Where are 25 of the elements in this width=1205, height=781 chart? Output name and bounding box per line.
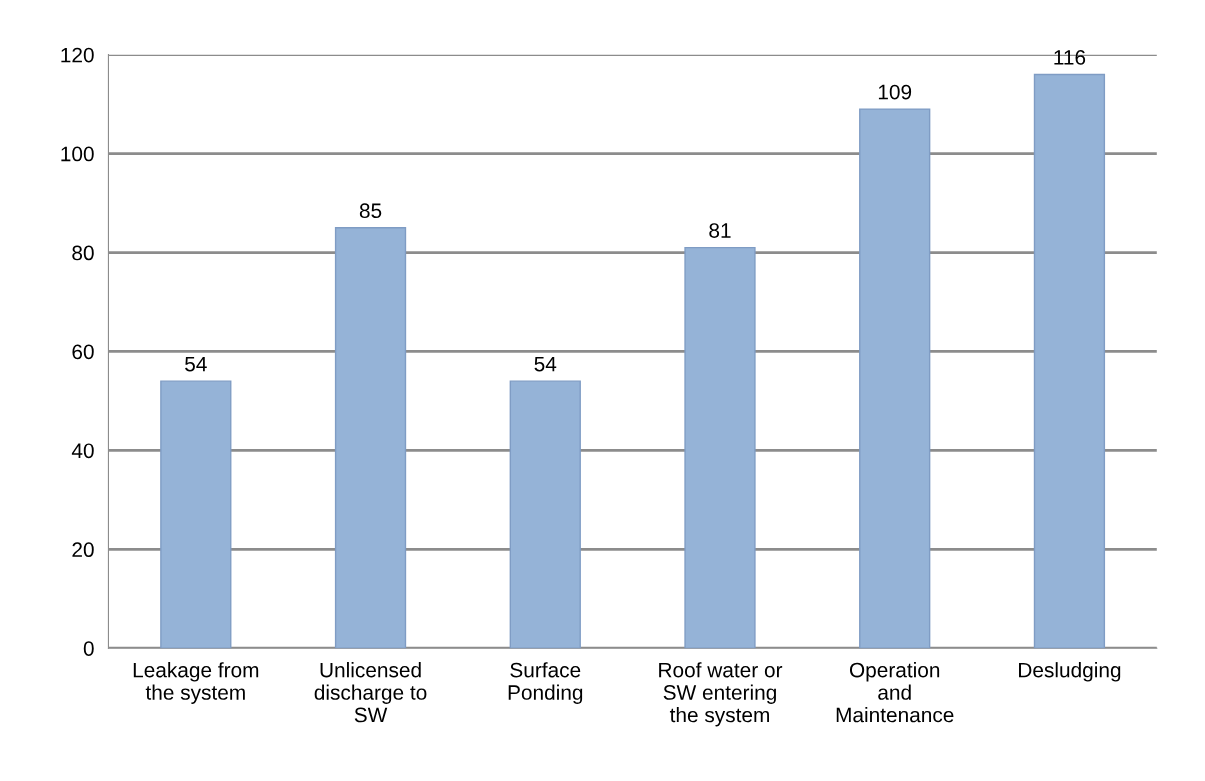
bar <box>160 380 232 649</box>
x-tick-label: Leakage from the system <box>133 662 259 704</box>
x-tick-label: Roof water or SW entering the system <box>659 662 783 727</box>
y-tick-label: 120 <box>61 47 94 63</box>
x-tick-label: Desludging <box>1019 662 1121 682</box>
y-tick-label: 0 <box>83 641 94 656</box>
bar <box>509 380 581 649</box>
data-label: 116 <box>1054 50 1086 65</box>
data-label: 85 <box>359 203 382 219</box>
data-label: 54 <box>185 356 207 372</box>
x-tick-label: Operation and Maintenance <box>836 662 954 723</box>
bar <box>684 246 756 649</box>
x-tick-label: Surface Ponding <box>508 662 583 704</box>
data-label: 109 <box>878 84 912 100</box>
x-tick-label: Unlicensed discharge to SW <box>314 662 427 723</box>
data-label: 81 <box>709 223 731 238</box>
bar <box>1033 73 1106 649</box>
y-tick-label: 40 <box>71 443 94 459</box>
data-label: 54 <box>534 356 557 372</box>
y-tick-label: 80 <box>72 245 94 261</box>
y-tick-label: 20 <box>72 542 94 558</box>
y-tick-label: 100 <box>61 146 94 162</box>
bar <box>859 108 931 649</box>
y-tick-label: 60 <box>72 344 94 360</box>
bar <box>334 227 407 649</box>
